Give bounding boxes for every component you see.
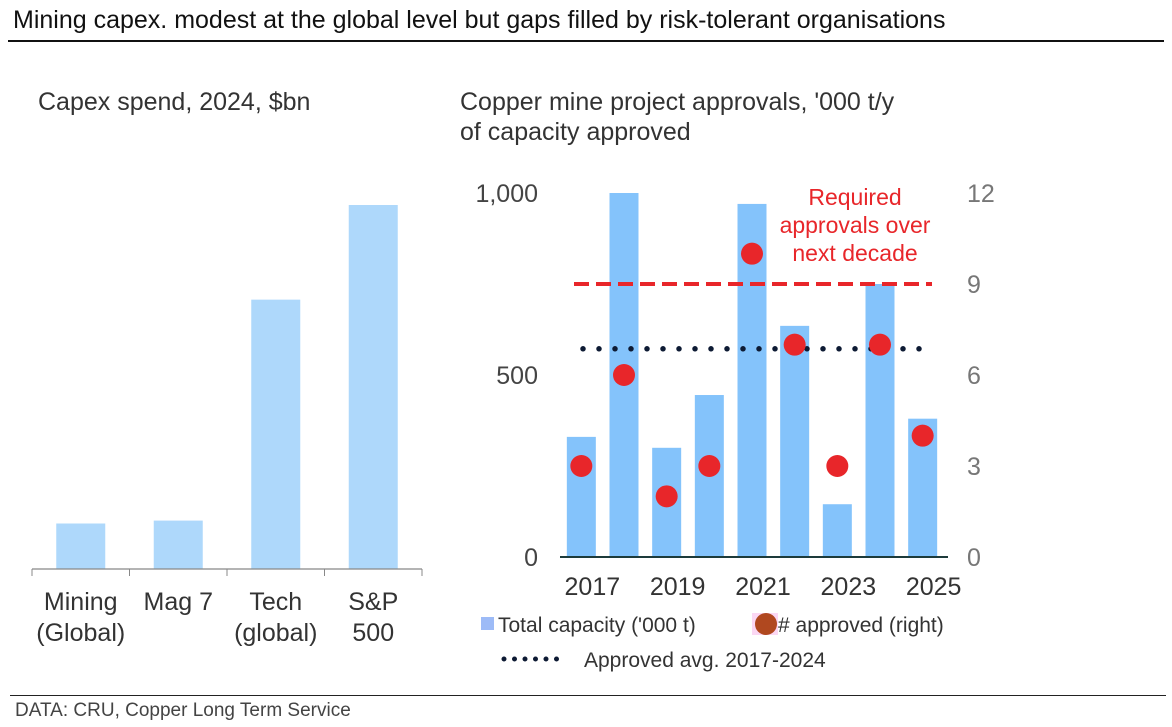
source-note: DATA: CRU, Copper Long Term Service <box>15 700 351 721</box>
title-rule <box>8 40 1164 42</box>
x-tick-label: 2017 <box>565 573 621 601</box>
left-category-label: Mining <box>44 588 118 616</box>
left-category-label: (Global) <box>36 619 125 647</box>
approvals-dot <box>613 364 635 386</box>
right-chart-title-line-1: Copper mine project approvals, '000 t/y <box>460 88 895 116</box>
required-approvals-annotation: approvals over <box>780 212 931 238</box>
x-tick-label: 2025 <box>906 573 962 601</box>
left-category-label: S&P <box>348 588 398 616</box>
source-rule <box>10 695 1166 696</box>
capacity-bar <box>865 284 895 557</box>
x-tick-label: 2021 <box>735 573 791 601</box>
x-tick-label: 2023 <box>821 573 877 601</box>
left-category-label: Mag 7 <box>144 588 213 616</box>
right-y-tick-label: 12 <box>967 180 995 208</box>
legend-dot-swatch <box>755 613 777 635</box>
legend-label: # approved (right) <box>778 614 944 637</box>
right-chart-title-line-2: of capacity approved <box>460 118 691 146</box>
legend-label: Total capacity ('000 t) <box>498 614 696 637</box>
legend-label: Approved avg. 2017-2024 <box>584 649 826 672</box>
approvals-dot <box>570 455 593 477</box>
left-category-label: (global) <box>234 619 317 647</box>
left-chart-title: Capex spend, 2024, $bn <box>38 88 311 116</box>
left-y-tick-label: 500 <box>496 362 538 390</box>
approvals-dot <box>869 333 891 356</box>
right-y-tick-label: 3 <box>967 453 981 481</box>
approvals-dot <box>741 242 763 265</box>
capacity-bar <box>822 504 852 557</box>
capex-bar <box>251 299 301 569</box>
approvals-dot <box>783 333 806 356</box>
approvals-dot <box>698 455 721 477</box>
capex-bar <box>56 523 106 569</box>
left-y-tick-label: 1,000 <box>475 180 538 208</box>
legend-bar-swatch <box>481 617 494 630</box>
capacity-bar <box>566 436 596 557</box>
capex-bar <box>348 205 398 569</box>
right-y-tick-label: 6 <box>967 362 981 390</box>
capex-bar <box>153 520 203 569</box>
right-y-tick-label: 0 <box>967 544 981 572</box>
x-tick-label: 2019 <box>650 573 706 601</box>
required-approvals-annotation: Required <box>808 184 901 210</box>
left-category-label: Tech <box>249 588 302 616</box>
capacity-bar <box>780 325 810 557</box>
approvals-dot <box>655 485 678 508</box>
right-y-tick-label: 9 <box>967 271 981 299</box>
figure-title: Mining capex. modest at the global level… <box>13 6 946 34</box>
approvals-dot <box>826 455 849 477</box>
required-approvals-annotation: next decade <box>792 240 917 266</box>
left-category-label: 500 <box>352 619 394 647</box>
approvals-dot <box>911 424 934 447</box>
left-y-tick-label: 0 <box>524 544 538 572</box>
